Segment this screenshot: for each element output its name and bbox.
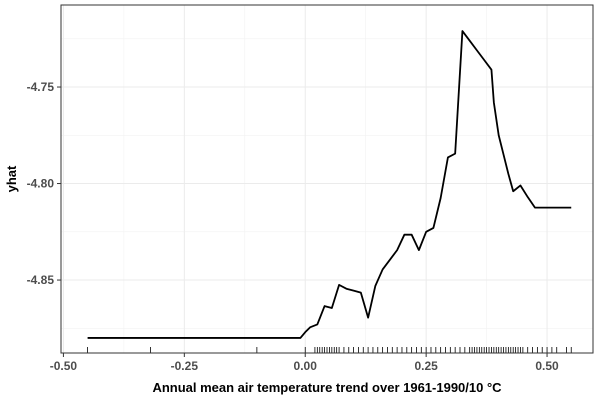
rug-marks — [87, 347, 572, 353]
y-tick-label: -4.75 — [27, 80, 55, 94]
y-tick-label: -4.80 — [27, 177, 55, 191]
major-gridlines — [61, 5, 593, 353]
x-axis: -0.50 -0.25 0.00 0.25 0.50 — [50, 353, 559, 373]
plot-panel-border — [60, 4, 594, 354]
x-tick-label: 0.25 — [414, 359, 438, 373]
x-tick-label: 0.50 — [535, 359, 559, 373]
x-axis-title: Annual mean air temperature trend over 1… — [152, 380, 502, 395]
data-lines — [87, 30, 572, 339]
y-tick-label: -4.85 — [27, 273, 55, 287]
x-tick-label: -0.25 — [171, 359, 199, 373]
series-line — [87, 30, 572, 339]
x-tick-label: 0.00 — [294, 359, 318, 373]
y-axis: -4.75 -4.80 -4.85 — [27, 80, 61, 287]
y-axis-title: yhat — [4, 165, 19, 192]
x-tick-label: -0.50 — [50, 359, 78, 373]
